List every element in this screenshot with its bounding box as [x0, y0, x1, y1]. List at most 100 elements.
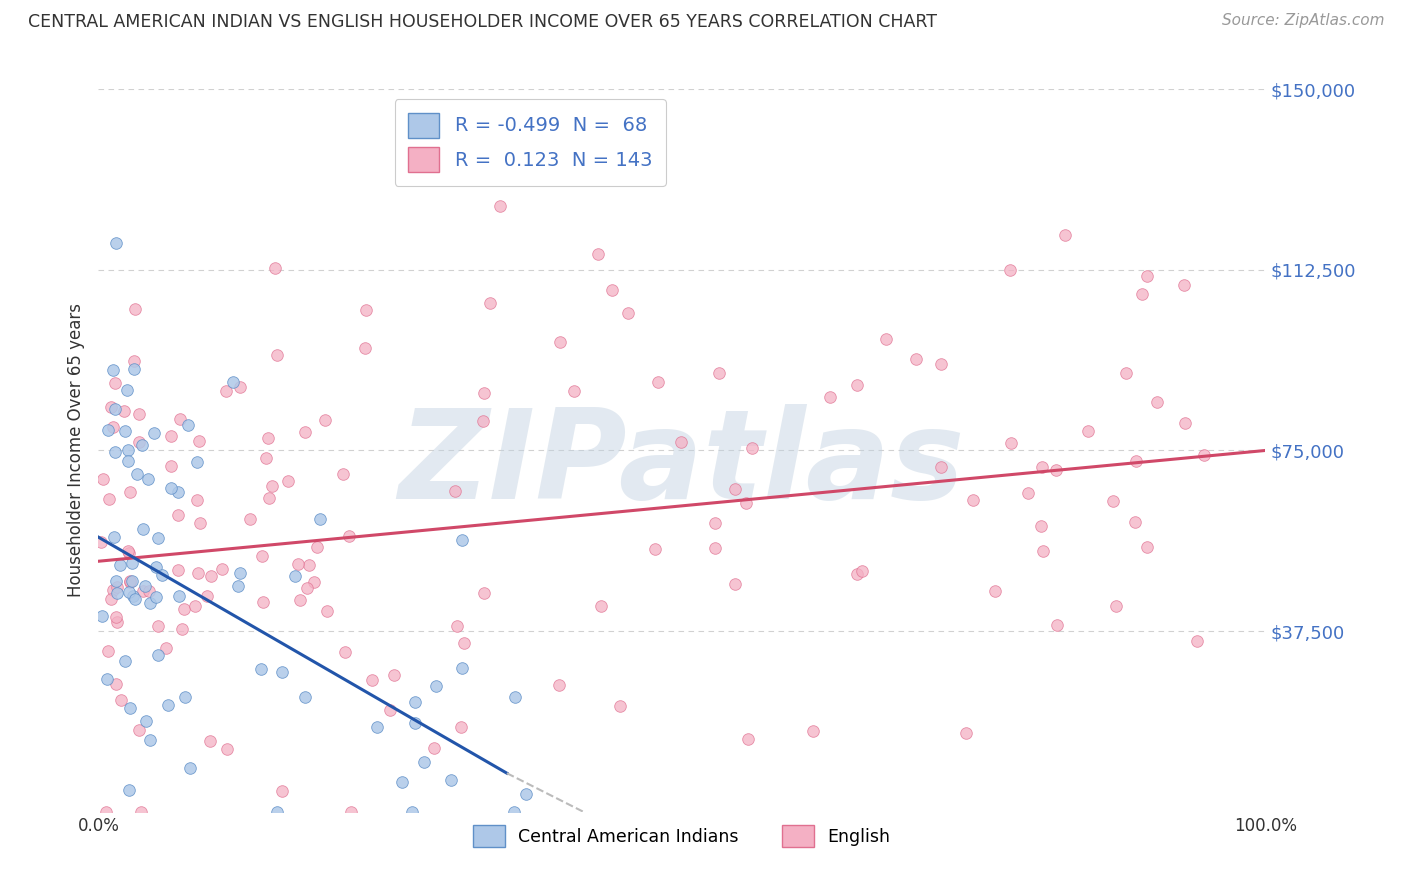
- Point: [1146, 394, 1168, 409]
- Point: [644, 542, 666, 557]
- Point: [600, 283, 623, 297]
- Point: [188, 516, 211, 530]
- Point: [215, 742, 238, 756]
- Point: [166, 485, 188, 500]
- Point: [354, 342, 377, 356]
- Point: [104, 236, 127, 251]
- Point: [118, 783, 141, 797]
- Point: [169, 411, 191, 425]
- Point: [139, 596, 162, 610]
- Point: [423, 740, 446, 755]
- Point: [404, 695, 426, 709]
- Point: [734, 496, 756, 510]
- Point: [143, 426, 166, 441]
- Point: [105, 615, 128, 629]
- Point: [122, 354, 145, 368]
- Point: [136, 472, 159, 486]
- Point: [121, 589, 143, 603]
- Point: [589, 599, 612, 614]
- Point: [309, 512, 332, 526]
- Point: [335, 645, 357, 659]
- Point: [450, 660, 472, 674]
- Point: [132, 522, 155, 536]
- Point: [1115, 367, 1137, 381]
- Point: [1029, 518, 1052, 533]
- Point: [104, 609, 127, 624]
- Point: [101, 420, 124, 434]
- Point: [548, 335, 571, 350]
- Point: [117, 443, 139, 458]
- Point: [200, 569, 222, 583]
- Point: [114, 654, 136, 668]
- Point: [294, 425, 316, 440]
- Point: [405, 716, 427, 731]
- Point: [1173, 278, 1195, 293]
- Point: [121, 574, 143, 588]
- Point: [846, 566, 869, 581]
- Point: [104, 574, 127, 588]
- Point: [104, 376, 127, 391]
- Point: [1125, 454, 1147, 468]
- Point: [709, 366, 731, 380]
- Point: [505, 690, 527, 704]
- Point: [156, 698, 179, 713]
- Point: [382, 668, 405, 682]
- Point: [929, 358, 952, 372]
- Point: [425, 680, 447, 694]
- Point: [724, 576, 747, 591]
- Point: [186, 455, 208, 469]
- Point: [489, 199, 512, 213]
- Point: [139, 733, 162, 747]
- Point: [259, 491, 281, 505]
- Point: [254, 450, 277, 465]
- Point: [118, 701, 141, 715]
- Point: [617, 305, 640, 319]
- Point: [167, 564, 190, 578]
- Point: [222, 375, 245, 389]
- Point: [356, 303, 378, 318]
- Point: [446, 618, 468, 632]
- Point: [131, 583, 153, 598]
- Point: [250, 662, 273, 676]
- Point: [472, 585, 495, 599]
- Point: [121, 556, 143, 570]
- Point: [90, 608, 112, 623]
- Point: [955, 726, 977, 740]
- Point: [228, 579, 250, 593]
- Point: [472, 386, 495, 401]
- Text: Source: ZipAtlas.com: Source: ZipAtlas.com: [1222, 13, 1385, 29]
- Point: [128, 723, 150, 737]
- Point: [104, 677, 127, 691]
- Point: [250, 549, 273, 563]
- Point: [257, 431, 280, 445]
- Point: [929, 459, 952, 474]
- Point: [148, 648, 170, 662]
- Point: [704, 516, 727, 531]
- Point: [117, 384, 139, 398]
- Point: [135, 714, 157, 729]
- Point: [155, 641, 177, 656]
- Point: [287, 557, 309, 571]
- Point: [1077, 424, 1099, 438]
- Point: [340, 805, 363, 819]
- Point: [104, 445, 127, 459]
- Point: [1000, 435, 1022, 450]
- Point: [609, 699, 631, 714]
- Point: [1053, 227, 1076, 242]
- Y-axis label: Householder Income Over 65 years: Householder Income Over 65 years: [66, 303, 84, 598]
- Point: [211, 561, 233, 575]
- Point: [801, 724, 824, 739]
- Point: [294, 690, 316, 704]
- Point: [167, 589, 190, 603]
- Point: [704, 541, 727, 555]
- Point: [97, 491, 120, 506]
- Point: [851, 564, 873, 578]
- Point: [90, 534, 112, 549]
- Point: [129, 805, 152, 819]
- Point: [159, 459, 181, 474]
- Point: [195, 589, 218, 603]
- Point: [262, 479, 284, 493]
- Point: [1136, 540, 1159, 554]
- Point: [1105, 599, 1128, 614]
- Point: [177, 417, 200, 432]
